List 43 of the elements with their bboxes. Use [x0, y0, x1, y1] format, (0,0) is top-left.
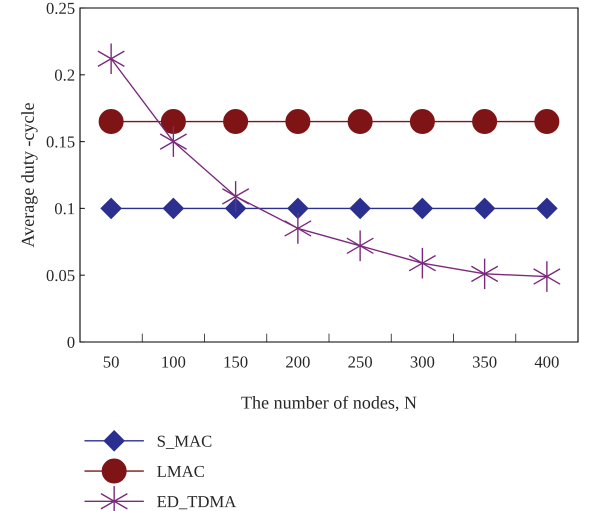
- y-tick-label: 0: [67, 336, 75, 348]
- point: [410, 109, 435, 134]
- point: [472, 109, 498, 134]
- x-tick-label: 200: [286, 356, 310, 368]
- x-tick-label: 350: [472, 356, 496, 368]
- point: [474, 198, 496, 219]
- point: [285, 109, 310, 134]
- x-tick-label: 100: [162, 356, 186, 368]
- point: [346, 230, 374, 262]
- point: [225, 198, 246, 219]
- x-axis-title: The number of nodes, N: [241, 396, 417, 412]
- x-tick-label: 50: [104, 356, 119, 368]
- point: [532, 260, 561, 293]
- point: [284, 212, 312, 244]
- point: [223, 109, 248, 134]
- point: [470, 258, 499, 290]
- point: [408, 247, 436, 280]
- y-tick-label: 0.15: [46, 136, 74, 148]
- point: [287, 198, 308, 219]
- point: [412, 198, 433, 219]
- y-tick-label: 0.05: [46, 270, 74, 282]
- point: [536, 198, 558, 219]
- point: [222, 180, 250, 212]
- point: [160, 109, 186, 134]
- y-tick-label: 0.2: [54, 70, 74, 81]
- legend-label: ED_TDMA: [157, 496, 236, 510]
- y-axis-title: Average duty -cycle: [21, 103, 38, 248]
- y-tick-label: 0.25: [46, 2, 74, 14]
- point: [534, 109, 560, 134]
- x-tick-label: 150: [224, 356, 248, 368]
- point: [98, 109, 124, 134]
- point: [100, 198, 122, 219]
- point: [162, 198, 184, 219]
- legend-label: S_MAC: [158, 436, 212, 449]
- legend-label: LMAC: [157, 466, 204, 478]
- x-tick-label: 400: [534, 356, 559, 368]
- x-tick-label: 300: [410, 356, 434, 368]
- y-tick-label: 0.1: [54, 203, 74, 214]
- point: [97, 42, 126, 75]
- x-tick-label: 250: [348, 356, 372, 368]
- point: [159, 126, 188, 158]
- point: [348, 109, 373, 134]
- point: [350, 198, 371, 219]
